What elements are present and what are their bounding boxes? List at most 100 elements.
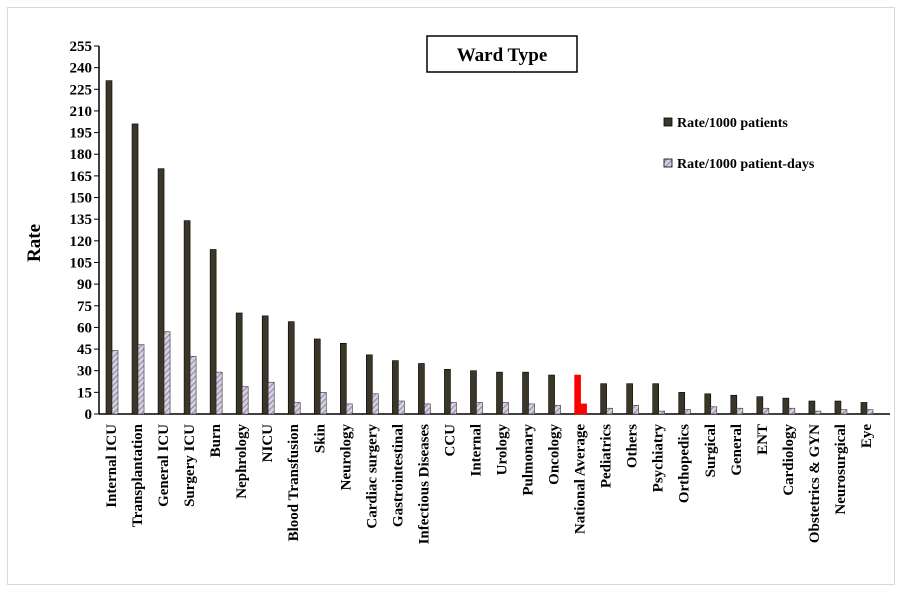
- bar-rate-per-1000-patients: [522, 371, 529, 415]
- bar-rate-per-1000-patients: [235, 312, 243, 415]
- x-category-label: Oncology: [547, 424, 563, 485]
- bar-rate-per-1000-patients: [782, 397, 790, 415]
- bar-rate-per-1000-patient-days: [267, 381, 275, 415]
- y-ticks: 0 15 30 45 60 75 90 105 120 135 150 165 180 195 210 225…: [70, 39, 99, 423]
- bar-rate-per-1000-patient-days: [528, 403, 535, 415]
- bar-rate-per-1000-patients: [600, 383, 607, 415]
- x-category-label: Internal ICU: [104, 424, 120, 508]
- x-category-label: ENT: [755, 424, 771, 455]
- y-tick-label: 150: [70, 191, 93, 207]
- bar-rate-per-1000-patients: [678, 392, 686, 415]
- legend: Rate/1000 patients Rate/1000 patient-day…: [663, 116, 815, 172]
- bar-rate-per-1000-patients: [444, 368, 451, 415]
- legend-label-series-2: Rate/1000 patient-days: [677, 157, 815, 172]
- bar-rate-per-1000-patients: [756, 396, 764, 415]
- legend-label-series-1: Rate/1000 patients: [677, 116, 788, 131]
- bar-rate-per-1000-patients: [548, 374, 555, 415]
- bar-rate-per-1000-patient-days: [241, 386, 249, 415]
- bar-rate-per-1000-patient-days: [658, 410, 666, 415]
- bar-rate-per-1000-patients: [418, 363, 425, 415]
- bar-rate-per-1000-patient-days: [450, 402, 457, 415]
- bar-rate-per-1000-patients: [183, 220, 191, 415]
- x-category-label: General: [729, 424, 745, 476]
- y-tick-label: 240: [70, 61, 93, 77]
- x-category-label: Blood Transfusion: [286, 423, 302, 541]
- x-category-label: CCU: [442, 424, 458, 457]
- bar-rate-per-1000-patient-days: [502, 402, 509, 415]
- bar-rate-per-1000-patient-days: [632, 405, 639, 415]
- bar-rate-per-1000-patient-days: [788, 407, 796, 415]
- x-category-label: Neurology: [338, 424, 354, 491]
- y-tick-label: 60: [77, 320, 92, 336]
- y-tick-label: 105: [70, 255, 93, 271]
- bar-rate-per-1000-patient-days: [372, 393, 379, 415]
- bar-rate-per-1000-patient-days: [345, 403, 353, 415]
- x-category-label: Orthopedics: [677, 424, 693, 503]
- y-tick-label: 210: [70, 104, 93, 120]
- bar-rate-per-1000-patient-days: [814, 410, 822, 415]
- bar-rate-per-1000-patient-days: [319, 392, 327, 415]
- bars-group: [105, 80, 874, 415]
- y-tick-label: 90: [77, 277, 92, 293]
- bar-rate-per-1000-patient-days: [736, 407, 744, 415]
- x-category-label: Skin: [312, 423, 328, 453]
- bar-rate-per-1000-patient-days: [111, 350, 119, 415]
- y-tick-label: 255: [70, 39, 93, 55]
- bar-rate-per-1000-patient-days: [293, 402, 301, 415]
- x-category-label: Neurosurgical: [833, 424, 849, 515]
- bar-rate-per-1000-patient-days: [163, 331, 171, 415]
- x-category-label: Others: [625, 424, 641, 468]
- bar-rate-per-1000-patients: [808, 400, 816, 415]
- bar-rate-per-1000-patient-days: [398, 400, 405, 415]
- bar-rate-per-1000-patients: [366, 354, 373, 415]
- bar-rate-per-1000-patient-days: [710, 406, 718, 415]
- bar-rate-per-1000-patient-days: [684, 409, 692, 415]
- x-category-label: Internal: [468, 424, 484, 477]
- x-category-label: Urology: [495, 424, 511, 476]
- bar-rate-per-1000-patient-days: [866, 409, 874, 415]
- x-category-label: Surgery ICU: [182, 424, 198, 507]
- y-tick-label: 180: [70, 147, 93, 163]
- bar-rate-per-1000-patient-days: [580, 403, 587, 415]
- x-category-label: Psychiatry: [651, 424, 667, 493]
- bar-rate-per-1000-patient-days: [476, 402, 483, 415]
- bar-rate-per-1000-patients: [652, 383, 660, 415]
- x-category-label: Surgical: [703, 424, 719, 477]
- y-tick-label: 30: [77, 364, 92, 380]
- bar-rate-per-1000-patients: [261, 315, 269, 415]
- bar-rate-per-1000-patients: [730, 394, 738, 415]
- x-category-label: Cardiology: [781, 424, 797, 496]
- legend-swatch-series-1: [663, 117, 673, 127]
- bar-rate-per-1000-patients: [339, 342, 347, 415]
- y-tick-label: 120: [70, 234, 93, 250]
- bar-rate-per-1000-patients: [287, 321, 295, 415]
- chart-title-box: [426, 35, 578, 73]
- x-category-label: Burn: [208, 423, 224, 457]
- x-category-label: Obstetrics & GYN: [807, 424, 823, 543]
- y-tick-label: 15: [77, 385, 92, 401]
- bar-rate-per-1000-patient-days: [606, 407, 613, 415]
- x-category-label: Eye: [859, 424, 875, 449]
- y-tick-label: 75: [77, 299, 92, 315]
- x-category-label: NICU: [260, 424, 276, 463]
- y-tick-label: 195: [70, 126, 93, 142]
- bar-rate-per-1000-patient-days: [762, 407, 770, 415]
- category-labels: Internal ICU Transplantation General ICU Su…: [104, 423, 875, 544]
- y-tick-label: 165: [70, 169, 93, 185]
- bar-rate-per-1000-patients: [834, 400, 842, 415]
- chart-title: Ward Type: [457, 45, 548, 66]
- bar-rate-per-1000-patients: [131, 123, 139, 415]
- bar-rate-per-1000-patient-days: [424, 403, 431, 415]
- bar-rate-per-1000-patient-days: [189, 355, 197, 415]
- bar-rate-per-1000-patient-days: [137, 344, 145, 415]
- x-category-label: Infectious Diseases: [416, 424, 432, 545]
- bar-rate-per-1000-patients: [574, 374, 581, 415]
- x-category-label: National Average: [573, 424, 589, 534]
- y-tick-label: 45: [77, 342, 92, 358]
- legend-swatch-series-2: [663, 158, 673, 168]
- bar-rate-per-1000-patient-days: [215, 371, 223, 415]
- y-tick-label: 0: [85, 407, 93, 423]
- bar-rate-per-1000-patients: [704, 393, 712, 415]
- y-axis-label: Rate: [24, 224, 45, 262]
